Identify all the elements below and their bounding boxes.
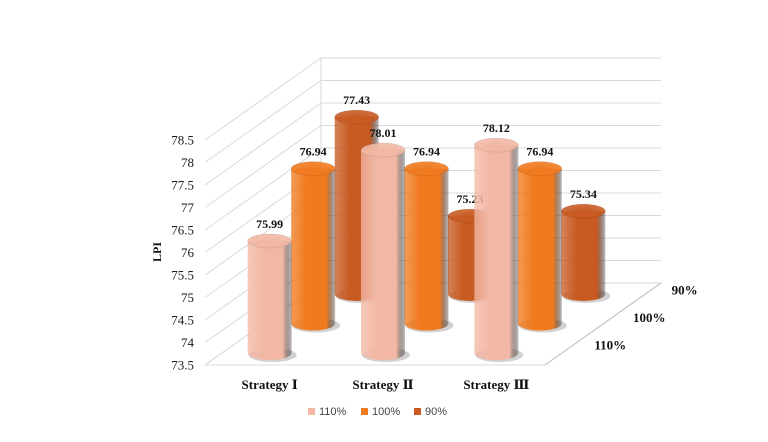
bar-90%-2: 75.34 [560, 187, 611, 303]
bar-top [360, 142, 406, 158]
bar-top [334, 109, 380, 125]
bar-top [290, 161, 336, 177]
side-wall-gridline [204, 80, 322, 163]
bar-body [404, 168, 449, 331]
depth-axis-label: 110% [594, 337, 626, 352]
depth-axis-label: 100% [633, 310, 666, 325]
y-tick-label: 74 [181, 335, 195, 350]
side-wall-gridline [204, 102, 322, 186]
bar-110%-2: 78.12 [473, 121, 524, 362]
y-axis: 73.5 74 74.5 75 75.5 76 76.5 77 77.5 78 78.5 LPI [150, 133, 195, 373]
depth-axis-line [544, 282, 662, 366]
bar-top [404, 161, 449, 177]
bar-110%-1: 78.01 [360, 126, 410, 362]
depth-axis: 110% 100% 90% [544, 282, 698, 366]
data-label: 78.01 [370, 126, 397, 140]
bar-top [560, 203, 606, 219]
data-label: 75.99 [256, 217, 283, 231]
y-tick-label: 78.5 [171, 133, 194, 148]
legend-swatch [361, 408, 368, 415]
legend: 110% 100% 90% [308, 406, 447, 418]
bar-body [361, 150, 405, 360]
y-tick-label: 77 [181, 200, 195, 215]
depth-axis-label: 90% [672, 283, 698, 298]
y-tick-label: 74.5 [171, 313, 194, 328]
category-label: Strategy Ⅱ [352, 377, 413, 392]
bar-body [517, 168, 562, 331]
category-label: Strategy Ⅰ [242, 377, 298, 392]
data-label: 76.94 [526, 145, 553, 159]
bar-body [247, 240, 292, 360]
legend-swatch [414, 408, 421, 415]
y-tick-label: 77.5 [171, 178, 194, 193]
bar-100%-1: 76.94 [404, 145, 454, 333]
legend-label: 90% [425, 406, 447, 418]
y-tick-label: 78 [181, 155, 194, 170]
y-tick-label: 76.5 [171, 223, 194, 238]
bar-top [247, 233, 293, 249]
side-wall-gridline [204, 125, 322, 208]
category-label: Strategy Ⅲ [463, 377, 529, 392]
bar-100%-0: 76.94 [290, 145, 341, 333]
bar-110%-0: 75.99 [247, 217, 297, 362]
legend-label: 110% [319, 406, 347, 418]
y-tick-label: 75 [181, 290, 194, 305]
y-tick-label: 76 [181, 245, 195, 260]
bar-body [291, 168, 336, 331]
y-tick-label: 75.5 [171, 268, 194, 283]
data-label: 75.34 [570, 187, 597, 201]
bar-body [561, 211, 606, 301]
side-wall-gridline [204, 57, 322, 141]
bar-100%-2: 76.94 [517, 145, 567, 333]
legend-label: 100% [372, 406, 400, 418]
y-axis-label: LPI [150, 242, 164, 262]
bar-top [517, 161, 563, 177]
data-label: 77.43 [343, 93, 370, 107]
bar-top [473, 137, 519, 153]
y-tick-label: 73.5 [171, 358, 194, 373]
data-label: 78.12 [483, 121, 510, 135]
legend-swatch [308, 408, 315, 415]
side-wall-gridline [204, 147, 322, 231]
data-label: 76.94 [300, 145, 327, 159]
category-axis: Strategy Ⅰ Strategy Ⅱ Strategy Ⅲ [242, 377, 530, 392]
data-label: 76.94 [413, 145, 440, 159]
bar-body [474, 145, 519, 360]
